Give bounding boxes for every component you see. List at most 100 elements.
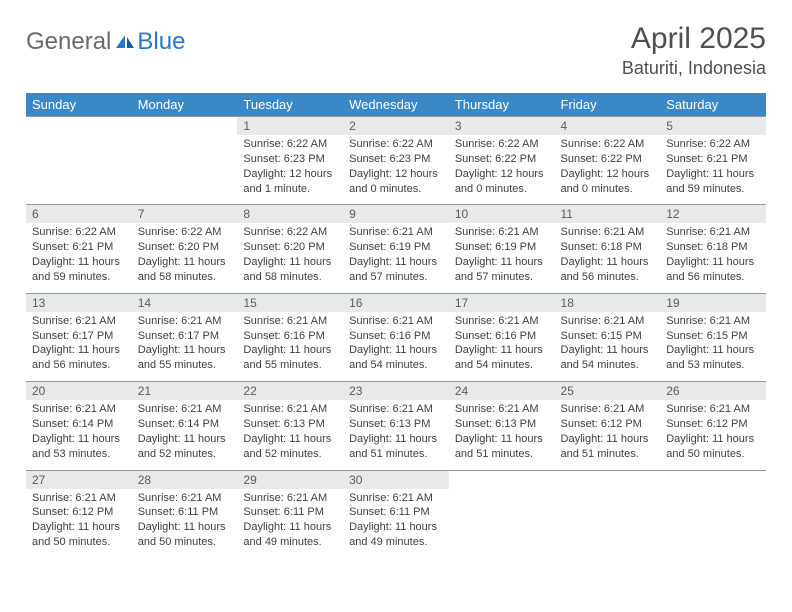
day-number: 27 <box>32 473 45 487</box>
day-detail-cell: Sunrise: 6:21 AMSunset: 6:17 PMDaylight:… <box>132 312 238 381</box>
sunset-text: Sunset: 6:22 PM <box>561 152 655 167</box>
daylight-line2: and 54 minutes. <box>561 358 655 373</box>
sunset-text: Sunset: 6:19 PM <box>455 240 549 255</box>
day-number: 5 <box>666 119 673 133</box>
sunset-text: Sunset: 6:17 PM <box>138 329 232 344</box>
sunset-text: Sunset: 6:18 PM <box>561 240 655 255</box>
sunrise-text: Sunrise: 6:21 AM <box>349 225 443 240</box>
daylight-line2: and 54 minutes. <box>349 358 443 373</box>
sunset-text: Sunset: 6:11 PM <box>243 505 337 520</box>
day-number-cell: 2 <box>343 116 449 135</box>
day-number: 22 <box>243 384 256 398</box>
daylight-line1: Daylight: 11 hours <box>561 343 655 358</box>
day-detail-cell: Sunrise: 6:21 AMSunset: 6:18 PMDaylight:… <box>555 223 661 292</box>
day-number: 8 <box>243 207 250 221</box>
sunrise-text: Sunrise: 6:22 AM <box>243 225 337 240</box>
sunset-text: Sunset: 6:20 PM <box>243 240 337 255</box>
daylight-line1: Daylight: 11 hours <box>243 432 337 447</box>
day-detail-row: Sunrise: 6:21 AMSunset: 6:17 PMDaylight:… <box>26 312 766 381</box>
day-number: 16 <box>349 296 362 310</box>
sunset-text: Sunset: 6:14 PM <box>32 417 126 432</box>
daylight-line2: and 58 minutes. <box>138 270 232 285</box>
logo-text-blue: Blue <box>137 28 185 56</box>
header: General Blue April 2025 Baturiti, Indone… <box>26 22 766 79</box>
sunrise-text: Sunrise: 6:21 AM <box>32 314 126 329</box>
daylight-line2: and 52 minutes. <box>138 447 232 462</box>
sunrise-text: Sunrise: 6:22 AM <box>32 225 126 240</box>
day-detail-cell: Sunrise: 6:21 AMSunset: 6:19 PMDaylight:… <box>449 223 555 292</box>
day-number-row: 27 28 29 30 <box>26 470 766 489</box>
daylight-line2: and 50 minutes. <box>666 447 760 462</box>
daylight-line1: Daylight: 11 hours <box>243 520 337 535</box>
day-number-cell: 28 <box>132 470 238 489</box>
sunrise-text: Sunrise: 6:21 AM <box>561 225 655 240</box>
day-number-cell <box>555 470 661 489</box>
day-number-row: 13141516171819 <box>26 293 766 312</box>
daylight-line2: and 55 minutes. <box>138 358 232 373</box>
day-number-row: 20212223242526 <box>26 381 766 400</box>
daylight-line1: Daylight: 11 hours <box>243 343 337 358</box>
sunset-text: Sunset: 6:11 PM <box>138 505 232 520</box>
day-number-cell: 17 <box>449 293 555 312</box>
sunrise-text: Sunrise: 6:21 AM <box>138 402 232 417</box>
daylight-line1: Daylight: 11 hours <box>138 520 232 535</box>
day-number-cell: 10 <box>449 204 555 223</box>
daylight-line1: Daylight: 11 hours <box>32 432 126 447</box>
sunset-text: Sunset: 6:19 PM <box>349 240 443 255</box>
day-detail-cell: Sunrise: 6:21 AMSunset: 6:16 PMDaylight:… <box>343 312 449 381</box>
daylight-line2: and 57 minutes. <box>349 270 443 285</box>
day-number: 6 <box>32 207 39 221</box>
sunrise-text: Sunrise: 6:21 AM <box>349 402 443 417</box>
day-number: 4 <box>561 119 568 133</box>
daylight-line1: Daylight: 11 hours <box>243 255 337 270</box>
sunrise-text: Sunrise: 6:22 AM <box>349 137 443 152</box>
daylight-line1: Daylight: 12 hours <box>561 167 655 182</box>
sunrise-text: Sunrise: 6:21 AM <box>666 314 760 329</box>
day-detail-cell: Sunrise: 6:22 AMSunset: 6:22 PMDaylight:… <box>555 135 661 204</box>
sunrise-text: Sunrise: 6:21 AM <box>455 314 549 329</box>
day-number: 29 <box>243 473 256 487</box>
day-number-cell <box>660 470 766 489</box>
day-number-cell: 7 <box>132 204 238 223</box>
title-block: April 2025 Baturiti, Indonesia <box>622 22 766 79</box>
daylight-line1: Daylight: 11 hours <box>666 167 760 182</box>
day-number: 14 <box>138 296 151 310</box>
daylight-line2: and 56 minutes. <box>32 358 126 373</box>
day-number-cell: 30 <box>343 470 449 489</box>
daylight-line2: and 51 minutes. <box>349 447 443 462</box>
daylight-line1: Daylight: 11 hours <box>349 255 443 270</box>
sunset-text: Sunset: 6:17 PM <box>32 329 126 344</box>
daylight-line2: and 57 minutes. <box>455 270 549 285</box>
day-number-cell: 11 <box>555 204 661 223</box>
sunset-text: Sunset: 6:15 PM <box>666 329 760 344</box>
daylight-line2: and 54 minutes. <box>455 358 549 373</box>
day-detail-cell: Sunrise: 6:21 AMSunset: 6:12 PMDaylight:… <box>555 400 661 469</box>
day-detail-cell: Sunrise: 6:21 AMSunset: 6:15 PMDaylight:… <box>555 312 661 381</box>
daylight-line2: and 52 minutes. <box>243 447 337 462</box>
day-number: 24 <box>455 384 468 398</box>
sunset-text: Sunset: 6:18 PM <box>666 240 760 255</box>
daylight-line1: Daylight: 11 hours <box>455 343 549 358</box>
day-number-cell: 15 <box>237 293 343 312</box>
sunset-text: Sunset: 6:16 PM <box>243 329 337 344</box>
sunrise-text: Sunrise: 6:22 AM <box>138 225 232 240</box>
daylight-line1: Daylight: 11 hours <box>349 432 443 447</box>
day-detail-cell: Sunrise: 6:22 AMSunset: 6:20 PMDaylight:… <box>237 223 343 292</box>
sunset-text: Sunset: 6:20 PM <box>138 240 232 255</box>
dow-saturday: Saturday <box>660 93 766 116</box>
daylight-line1: Daylight: 12 hours <box>455 167 549 182</box>
sunset-text: Sunset: 6:13 PM <box>455 417 549 432</box>
dow-wednesday: Wednesday <box>343 93 449 116</box>
day-detail-cell: Sunrise: 6:22 AMSunset: 6:21 PMDaylight:… <box>26 223 132 292</box>
sunset-text: Sunset: 6:13 PM <box>349 417 443 432</box>
daylight-line2: and 51 minutes. <box>455 447 549 462</box>
sunrise-text: Sunrise: 6:21 AM <box>243 402 337 417</box>
sunset-text: Sunset: 6:13 PM <box>243 417 337 432</box>
sunrise-text: Sunrise: 6:21 AM <box>138 491 232 506</box>
daylight-line2: and 55 minutes. <box>243 358 337 373</box>
day-number-cell: 5 <box>660 116 766 135</box>
day-number-cell: 6 <box>26 204 132 223</box>
day-detail-cell <box>132 135 238 204</box>
sunrise-text: Sunrise: 6:21 AM <box>243 491 337 506</box>
sunset-text: Sunset: 6:12 PM <box>32 505 126 520</box>
